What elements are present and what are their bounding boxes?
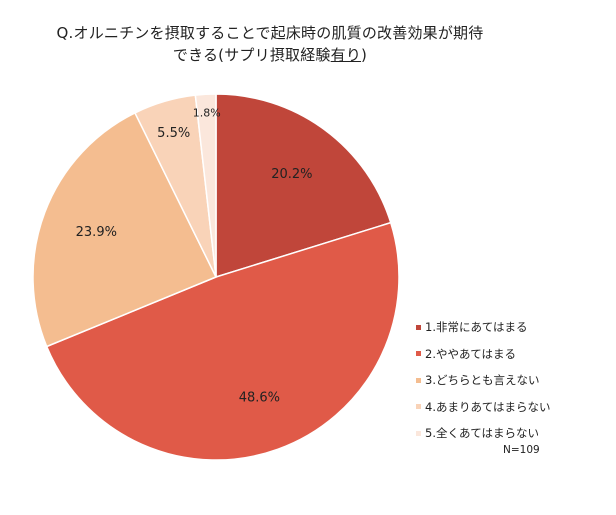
pie-slice-3 <box>32 111 218 348</box>
chart-title-underlined-text: 有り <box>330 46 362 64</box>
pie-label-3: 23.9% <box>76 225 117 240</box>
legend-label-2: 2.ややあてはまる <box>425 346 517 361</box>
sample-size: N=109 <box>503 444 540 456</box>
chart-title-text: できる(サプリ摂取経験 <box>172 46 331 64</box>
pie-slices <box>32 93 400 461</box>
pie-labels: 20.2% 48.6% 23.9% 5.5%1.8% <box>76 107 313 406</box>
chart-title-line-1: Q.オルニチンを摂取することで起床時の肌質の改善効果が期待 <box>0 22 540 44</box>
legend-item-5: 5.全くあてはまらない <box>416 420 551 447</box>
legend-swatch-3 <box>416 377 421 383</box>
legend-label-5: 5.全くあてはまらない <box>425 426 540 441</box>
legend-swatch-5 <box>416 430 421 436</box>
legend-swatch-4 <box>416 404 421 410</box>
legend-label-3: 3.どちらとも言えない <box>425 373 540 388</box>
legend-label-4: 4.あまりあてはまらない <box>425 399 551 414</box>
pie-slice-2 <box>45 221 400 461</box>
legend-item-2: 2.ややあてはまる <box>416 341 551 368</box>
legend: 1.非常にあてはまる 2.ややあてはまる 3.どちらとも言えない 4.あまりあてはまら… <box>416 314 551 447</box>
legend-swatch-1 <box>416 324 421 330</box>
pie-label-4: 5.5% <box>157 126 190 141</box>
legend-item-4: 4.あまりあてはまらない <box>416 394 551 421</box>
pie-label-1: 20.2% <box>271 167 312 182</box>
chart-title: Q.オルニチンを摂取することで起床時の肌質の改善効果が期待 できる(サプリ摂取経… <box>0 22 540 66</box>
pie-label-2: 48.6% <box>239 390 280 405</box>
pie-label-5: 1.8% <box>193 107 221 120</box>
legend-label-1: 1.非常にあてはまる <box>425 320 528 335</box>
legend-swatch-2 <box>416 351 421 357</box>
pie-slice-1 <box>215 93 392 279</box>
chart-title-line-2: できる(サプリ摂取経験有り) <box>0 44 540 66</box>
chart-title-text: ) <box>361 46 368 64</box>
chart-title-text: Q.オルニチンを摂取することで起床時の肌質の改善効果が期待 <box>56 24 484 42</box>
legend-item-3: 3.どちらとも言えない <box>416 367 551 394</box>
legend-item-1: 1.非常にあてはまる <box>416 314 551 341</box>
pie-slice-5 <box>194 93 217 278</box>
